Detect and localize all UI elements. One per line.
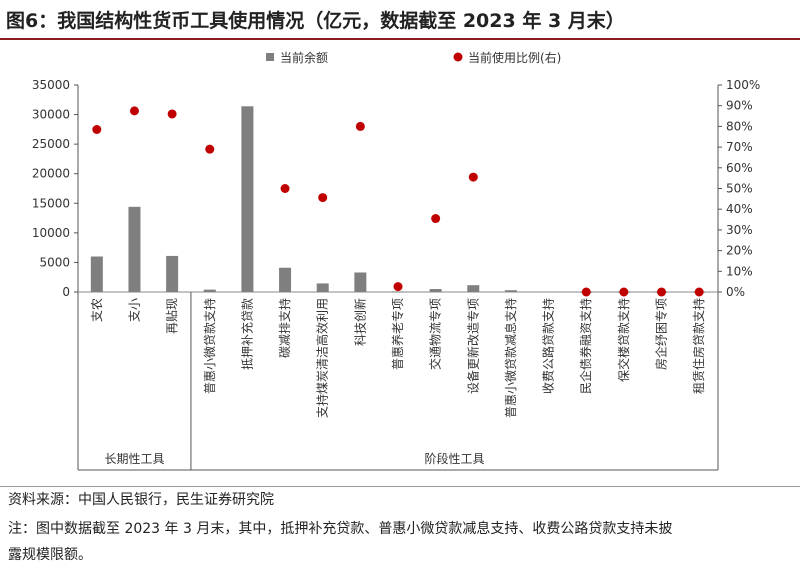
right-tick-label: 70% [726,140,753,154]
bar-3 [203,289,216,292]
legend-dot-label: 当前使用比例(右) [468,50,561,65]
right-tick-label: 20% [726,244,753,258]
bar-6 [316,283,329,292]
bar-9 [429,289,442,292]
category-label: 租赁住房贷款支持 [691,298,706,394]
category-label: 支小 [127,298,141,322]
dot-16 [694,287,704,297]
dot-10 [468,172,478,182]
left-tick-label: 20000 [32,167,70,181]
source-note: 资料来源：中国人民银行，民生证券研究院 [8,492,274,508]
category-label: 普惠小微贷款支持 [202,298,217,394]
bar-10 [467,285,480,292]
category-label: 收费公路贷款支持 [541,298,556,394]
category-label: 科技创新 [352,298,367,346]
category-label: 民企债券融资支持 [578,298,593,394]
right-tick-label: 90% [726,99,753,113]
footnote-cont: 露规模限额。 [8,547,92,563]
right-tick-label: 50% [726,182,753,196]
dot-14 [619,287,629,297]
category-label: 支持煤炭清洁高效利用 [315,298,330,418]
dot-15 [657,287,667,297]
footnote: 注：图中数据截至 2023 年 3 月末，其中，抵押补充贷款、普惠小微贷款减息支… [8,521,673,537]
right-tick-label: 0% [726,285,745,299]
left-tick-label: 0 [62,285,70,299]
bar-1 [128,206,141,292]
category-label: 普惠养老专项 [390,298,405,370]
bar-2 [166,255,179,292]
category-label: 支农 [90,298,104,322]
left-tick-label: 25000 [32,137,70,151]
category-label: 普惠小微贷款减息支持 [503,298,518,418]
dot-6 [318,193,328,203]
bar-8 [392,291,404,293]
chart-title: 图6：我国结构性货币工具使用情况（亿元，数据截至 2023 年 3 月末） [6,10,625,32]
category-label: 抵押补充贷款 [239,298,254,370]
category-label: 设备更新改造专项 [465,298,480,394]
legend-bar-label: 当前余额 [280,50,328,65]
dot-2 [167,109,177,119]
footer-divider [0,486,800,487]
dot-7 [355,121,365,131]
right-tick-label: 10% [726,264,753,278]
dot-13 [581,287,591,297]
bar-0 [90,256,103,292]
title-divider [0,38,800,40]
dot-8 [393,282,403,292]
category-label: 再贴现 [165,298,179,334]
chart-svg: 0 5000 10000 15000 20000 25000 30000 35000 0% 10%… [32,50,760,471]
bar-11 [504,290,517,292]
category-label: 保交楼贷款支持 [616,298,631,382]
group-label: 长期性工具 [104,452,164,466]
legend-bar-swatch [266,53,274,61]
left-tick-label: 35000 [32,78,70,92]
right-tick-label: 80% [726,119,753,133]
category-label: 碳减排支持 [277,298,292,358]
category-label: 交通物流专项 [428,298,443,370]
right-tick-label: 100% [726,78,760,92]
right-tick-label: 60% [726,161,753,175]
left-tick-label: 10000 [32,226,70,240]
dot-5 [280,184,290,193]
group-label: 阶段性工具 [424,451,484,466]
dot-0 [92,125,102,135]
left-tick-label: 30000 [32,108,70,122]
bar-7 [354,272,367,292]
bar-4 [241,106,254,292]
dot-1 [129,106,139,116]
category-label: 房企纾困专项 [654,298,669,370]
left-tick-label: 5000 [39,255,70,269]
right-tick-label: 30% [726,223,753,237]
bar-5 [279,267,292,292]
dot-3 [205,144,215,154]
left-tick-label: 15000 [32,196,70,210]
dot-9 [431,214,441,224]
right-tick-label: 40% [726,202,753,216]
legend-dot-swatch [453,52,463,62]
